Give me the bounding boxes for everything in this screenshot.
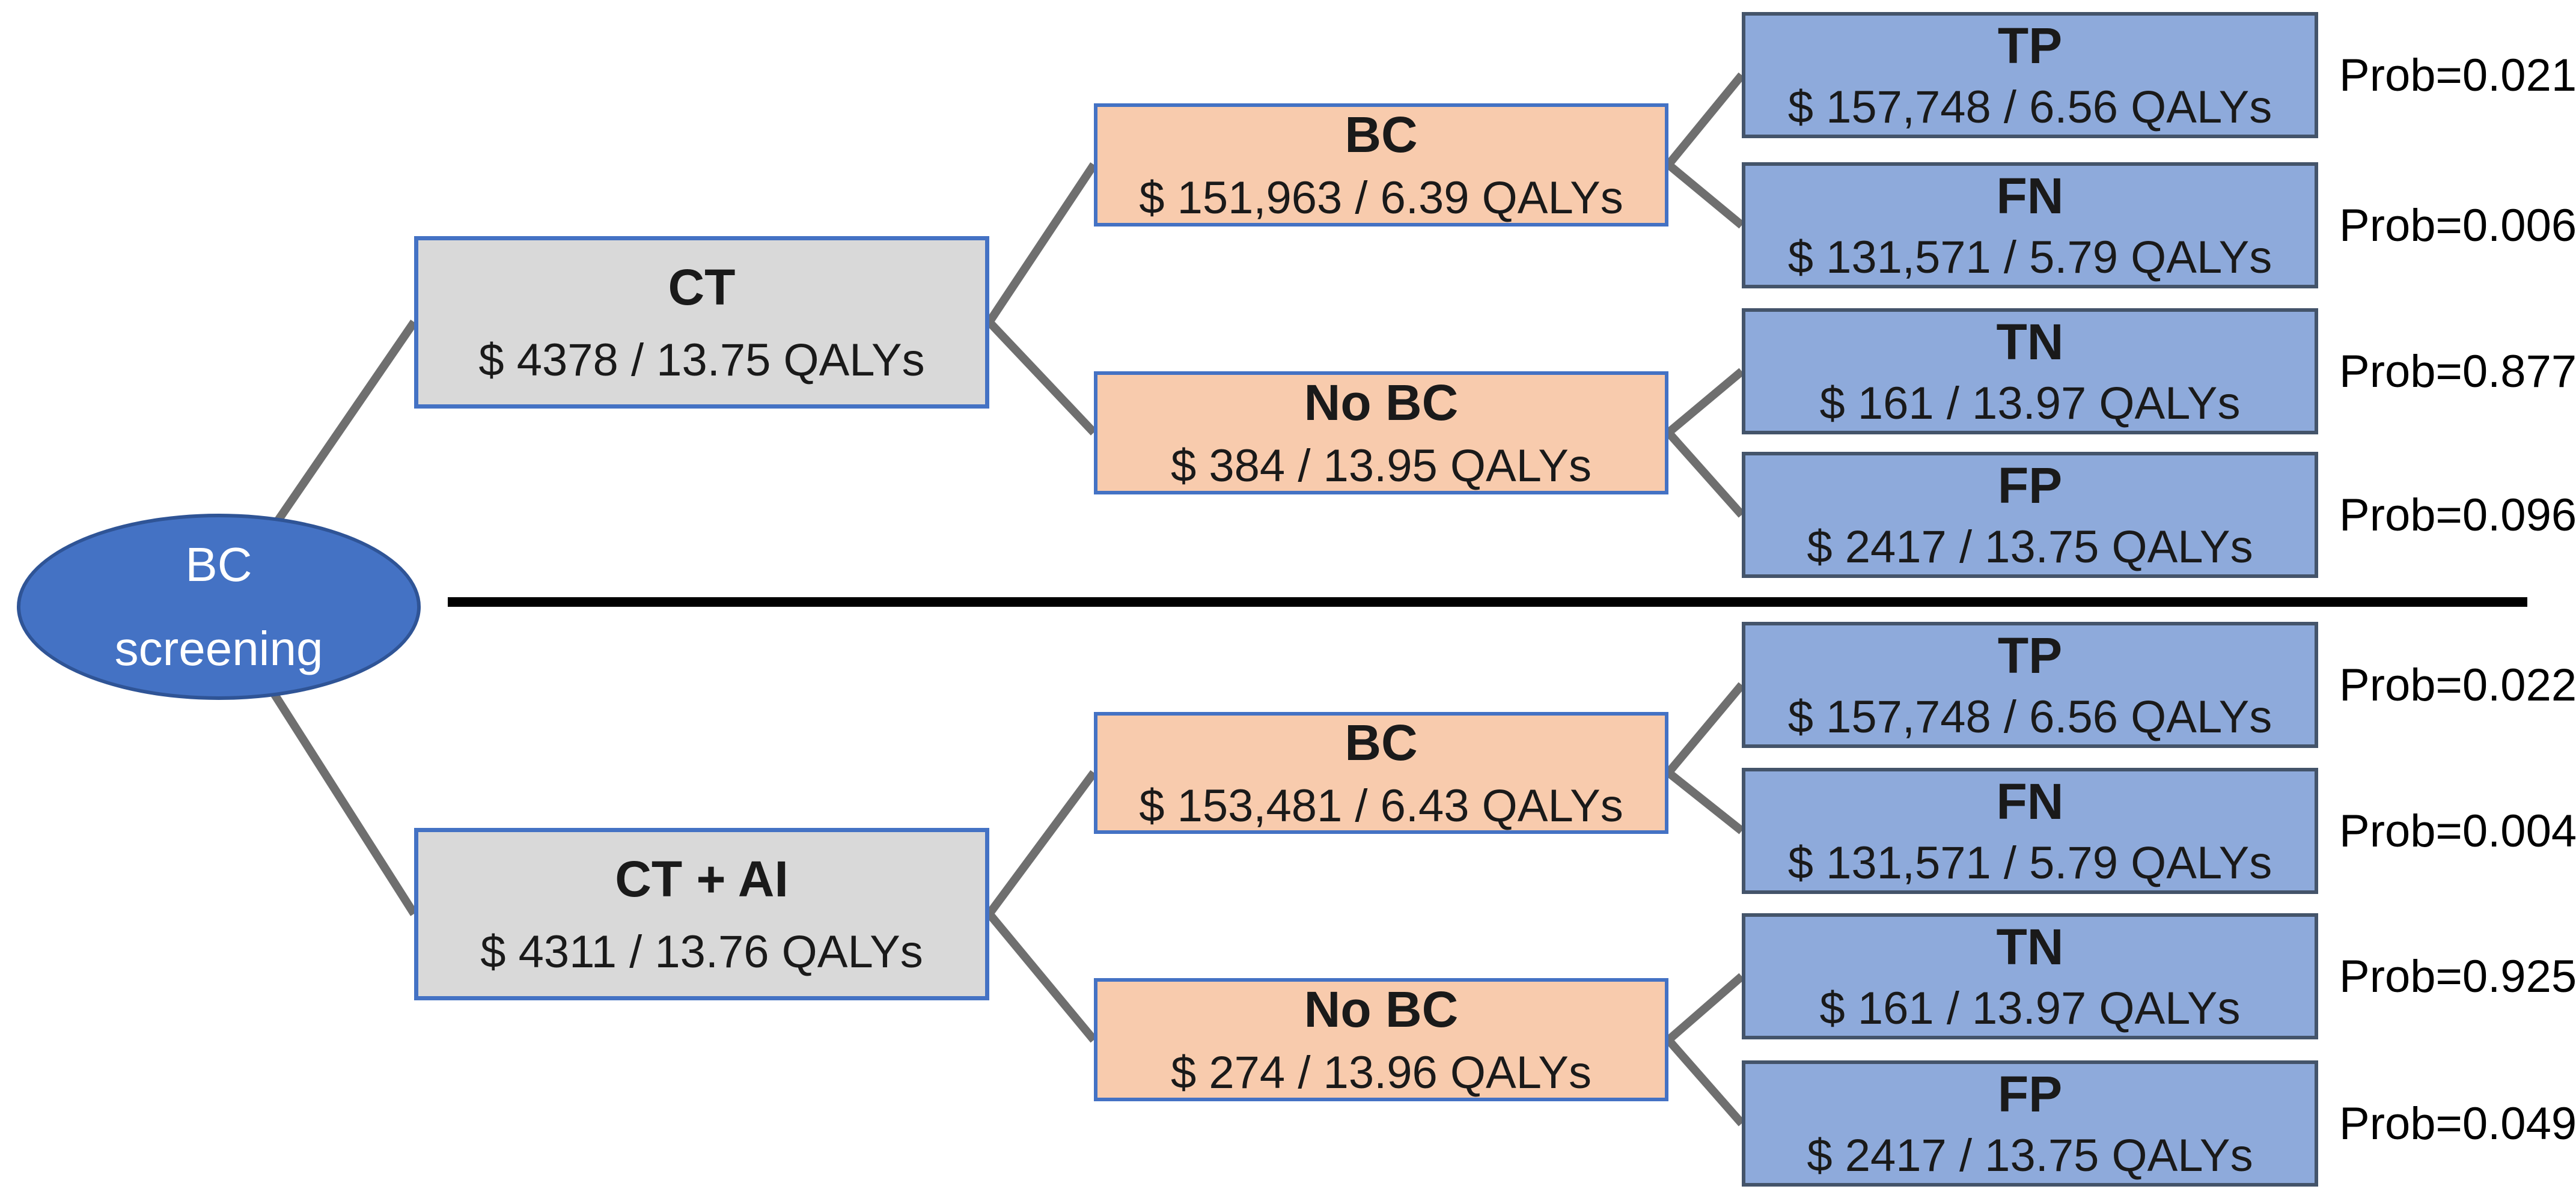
state-nobc-top-label: No BC (1304, 374, 1459, 431)
outcome-node-tn-top: TN $ 161 / 13.97 QALYs (1742, 308, 2318, 434)
state-bc-top-value: $ 151,963 / 6.39 QALYs (1139, 172, 1623, 224)
root-label-line1: BC (185, 538, 252, 591)
outcome-node-tn-bottom: TN $ 161 / 13.97 QALYs (1742, 913, 2318, 1039)
strategy-ct-ai-label: CT + AI (615, 850, 789, 907)
prob-label-fn-bottom: Prob=0.004 (2339, 805, 2576, 857)
outcome-node-fp-bottom: FP $ 2417 / 13.75 QALYs (1742, 1060, 2318, 1187)
outcome-tp-bottom-value: $ 157,748 / 6.56 QALYs (1787, 691, 2272, 743)
state-node-nobc-bottom: No BC $ 274 / 13.96 QALYs (1094, 978, 1668, 1101)
outcome-node-tp-bottom: TP $ 157,748 / 6.56 QALYs (1742, 622, 2318, 748)
edge-ctai-bc (986, 770, 1097, 917)
edge-bc-tp-bottom (1665, 682, 1745, 776)
outcome-fn-top-value: $ 131,571 / 5.79 QALYs (1787, 231, 2272, 283)
outcome-node-fn-top: FN $ 131,571 / 5.79 QALYs (1742, 162, 2318, 288)
edge-bc-fn-top (1665, 161, 1745, 229)
outcome-tp-top-value: $ 157,748 / 6.56 QALYs (1787, 81, 2272, 133)
root-label-line2: screening (114, 622, 323, 675)
edge-bc-fn-bottom (1665, 769, 1745, 835)
outcome-tn-top-label: TN (1996, 314, 2064, 370)
outcome-node-tp-top: TP $ 157,748 / 6.56 QALYs (1742, 12, 2318, 138)
prob-label-fp-top: Prob=0.096 (2339, 489, 2576, 541)
prob-label-tn-top: Prob=0.877 (2339, 345, 2576, 397)
state-node-nobc-top: No BC $ 384 / 13.95 QALYs (1094, 371, 1668, 494)
outcome-fn-bottom-value: $ 131,571 / 5.79 QALYs (1787, 837, 2272, 889)
strategy-ct-label: CT (668, 258, 736, 315)
state-nobc-bottom-label: No BC (1304, 981, 1459, 1038)
edge-nobc-tn-top (1665, 368, 1745, 436)
edge-ct-bc (986, 162, 1097, 324)
outcome-tp-bottom-label: TP (1997, 627, 2063, 684)
strategy-node-ct-ai: CT + AI $ 4311 / 13.76 QALYs (414, 828, 989, 1000)
state-node-bc-bottom: BC $ 153,481 / 6.43 QALYs (1094, 712, 1668, 834)
prob-label-tp-top: Prob=0.021 (2339, 49, 2576, 101)
edge-ctai-nobc (986, 911, 1097, 1043)
outcome-node-fp-top: FP $ 2417 / 13.75 QALYs (1742, 452, 2318, 578)
prob-label-tp-bottom: Prob=0.022 (2339, 659, 2576, 711)
state-bc-bottom-value: $ 153,481 / 6.43 QALYs (1139, 780, 1623, 832)
outcome-tn-bottom-label: TN (1996, 919, 2064, 975)
prob-label-fp-bottom: Prob=0.049 (2339, 1098, 2576, 1149)
prob-label-tn-bottom: Prob=0.925 (2339, 950, 2576, 1002)
root-node-bc-screening: BC screening (17, 514, 421, 700)
edge-nobc-fp-top (1665, 430, 1745, 518)
state-nobc-top-value: $ 384 / 13.95 QALYs (1171, 440, 1592, 492)
outcome-fp-bottom-value: $ 2417 / 13.75 QALYs (1807, 1130, 2253, 1181)
edge-nobc-fp-bottom (1665, 1037, 1745, 1126)
outcome-fn-bottom-label: FN (1996, 773, 2064, 830)
prob-label-fn-top: Prob=0.006 (2339, 199, 2576, 251)
strategy-ct-value: $ 4378 / 13.75 QALYs (478, 335, 925, 386)
outcome-fp-top-label: FP (1997, 457, 2063, 514)
edge-nobc-tn-bottom (1665, 973, 1745, 1044)
state-bc-bottom-label: BC (1344, 714, 1418, 771)
outcome-fn-top-label: FN (1996, 168, 2064, 224)
outcome-tp-top-label: TP (1997, 17, 2063, 74)
outcome-fp-top-value: $ 2417 / 13.75 QALYs (1807, 521, 2253, 573)
strategy-node-ct: CT $ 4378 / 13.75 QALYs (414, 236, 989, 409)
state-bc-top-label: BC (1344, 106, 1418, 163)
outcome-node-fn-bottom: FN $ 131,571 / 5.79 QALYs (1742, 768, 2318, 894)
outcome-tn-top-value: $ 161 / 13.97 QALYs (1819, 377, 2241, 429)
state-node-bc-top: BC $ 151,963 / 6.39 QALYs (1094, 103, 1668, 227)
strategy-ct-ai-value: $ 4311 / 13.76 QALYs (480, 926, 923, 978)
outcome-fp-bottom-label: FP (1997, 1066, 2063, 1122)
edge-ct-nobc (986, 319, 1097, 436)
state-nobc-bottom-value: $ 274 / 13.96 QALYs (1171, 1047, 1592, 1099)
outcome-tn-bottom-value: $ 161 / 13.97 QALYs (1819, 982, 2241, 1034)
edge-bc-tp-top (1665, 72, 1745, 168)
